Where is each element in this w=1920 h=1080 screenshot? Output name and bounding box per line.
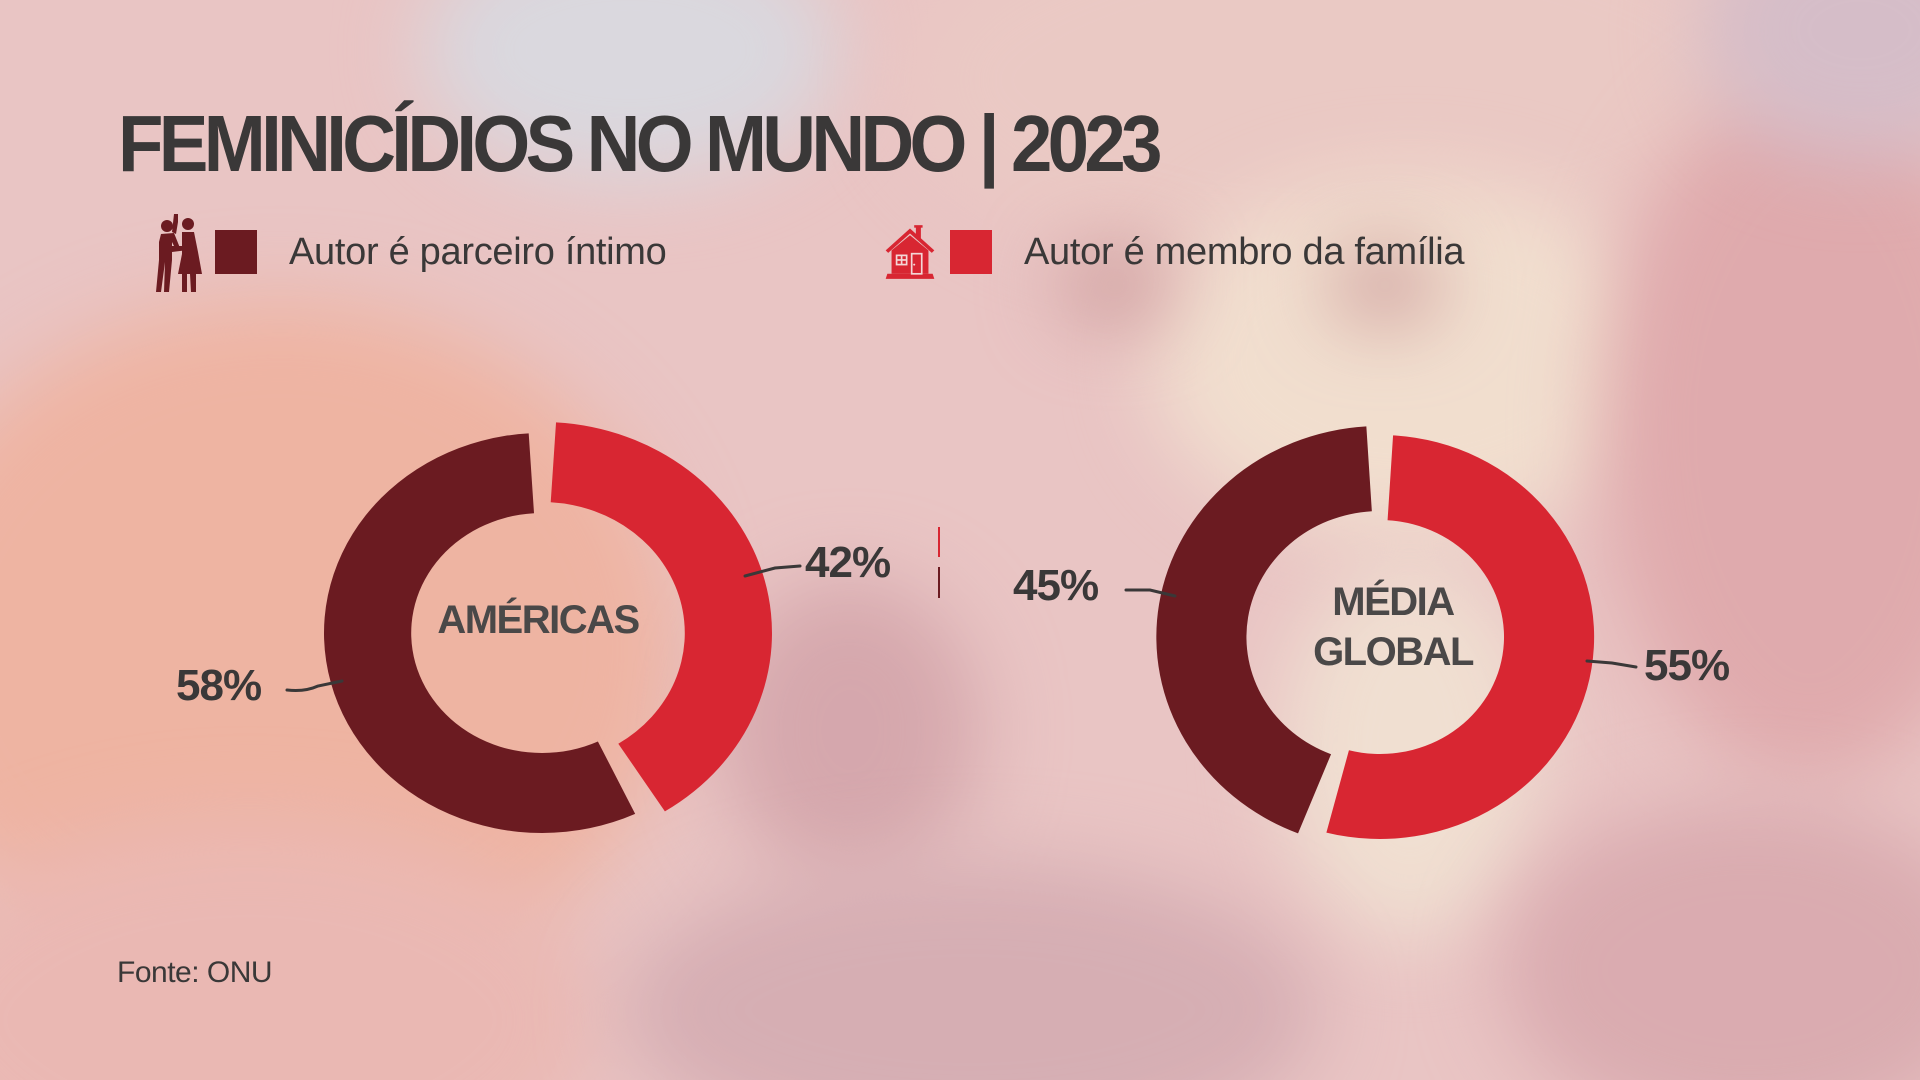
legend-item-family: Autor é membro da família xyxy=(884,212,1465,292)
americas-center-label: AMÉRICAS xyxy=(437,595,640,645)
domestic-violence-icon xyxy=(153,212,205,292)
divider-mark-dark xyxy=(938,567,940,598)
americas-partner-pct: 58% xyxy=(176,661,262,710)
global-title-line1: MÉDIA xyxy=(1332,580,1455,624)
house-icon xyxy=(884,212,936,292)
global-center-label: MÉDIA GLOBAL xyxy=(1313,577,1474,677)
divider-mark-red xyxy=(938,527,940,557)
source-note: Fonte: ONU xyxy=(117,956,273,989)
legend-label-partner: Autor é parceiro íntimo xyxy=(289,230,667,273)
legend-swatch-family xyxy=(950,230,992,274)
legend-item-partner: Autor é parceiro íntimo xyxy=(153,212,667,292)
americas-family-pct: 42% xyxy=(805,538,891,587)
legend-label-family: Autor é membro da família xyxy=(1024,230,1465,273)
global-partner-pct: 45% xyxy=(1013,561,1099,610)
legend-swatch-partner xyxy=(215,230,257,274)
global-title-line2: GLOBAL xyxy=(1313,630,1474,674)
americas-title: AMÉRICAS xyxy=(437,598,640,642)
global-family-pct: 55% xyxy=(1644,641,1730,690)
chart-title: FEMINICÍDIOS NO MUNDO | 2023 xyxy=(118,99,1163,188)
